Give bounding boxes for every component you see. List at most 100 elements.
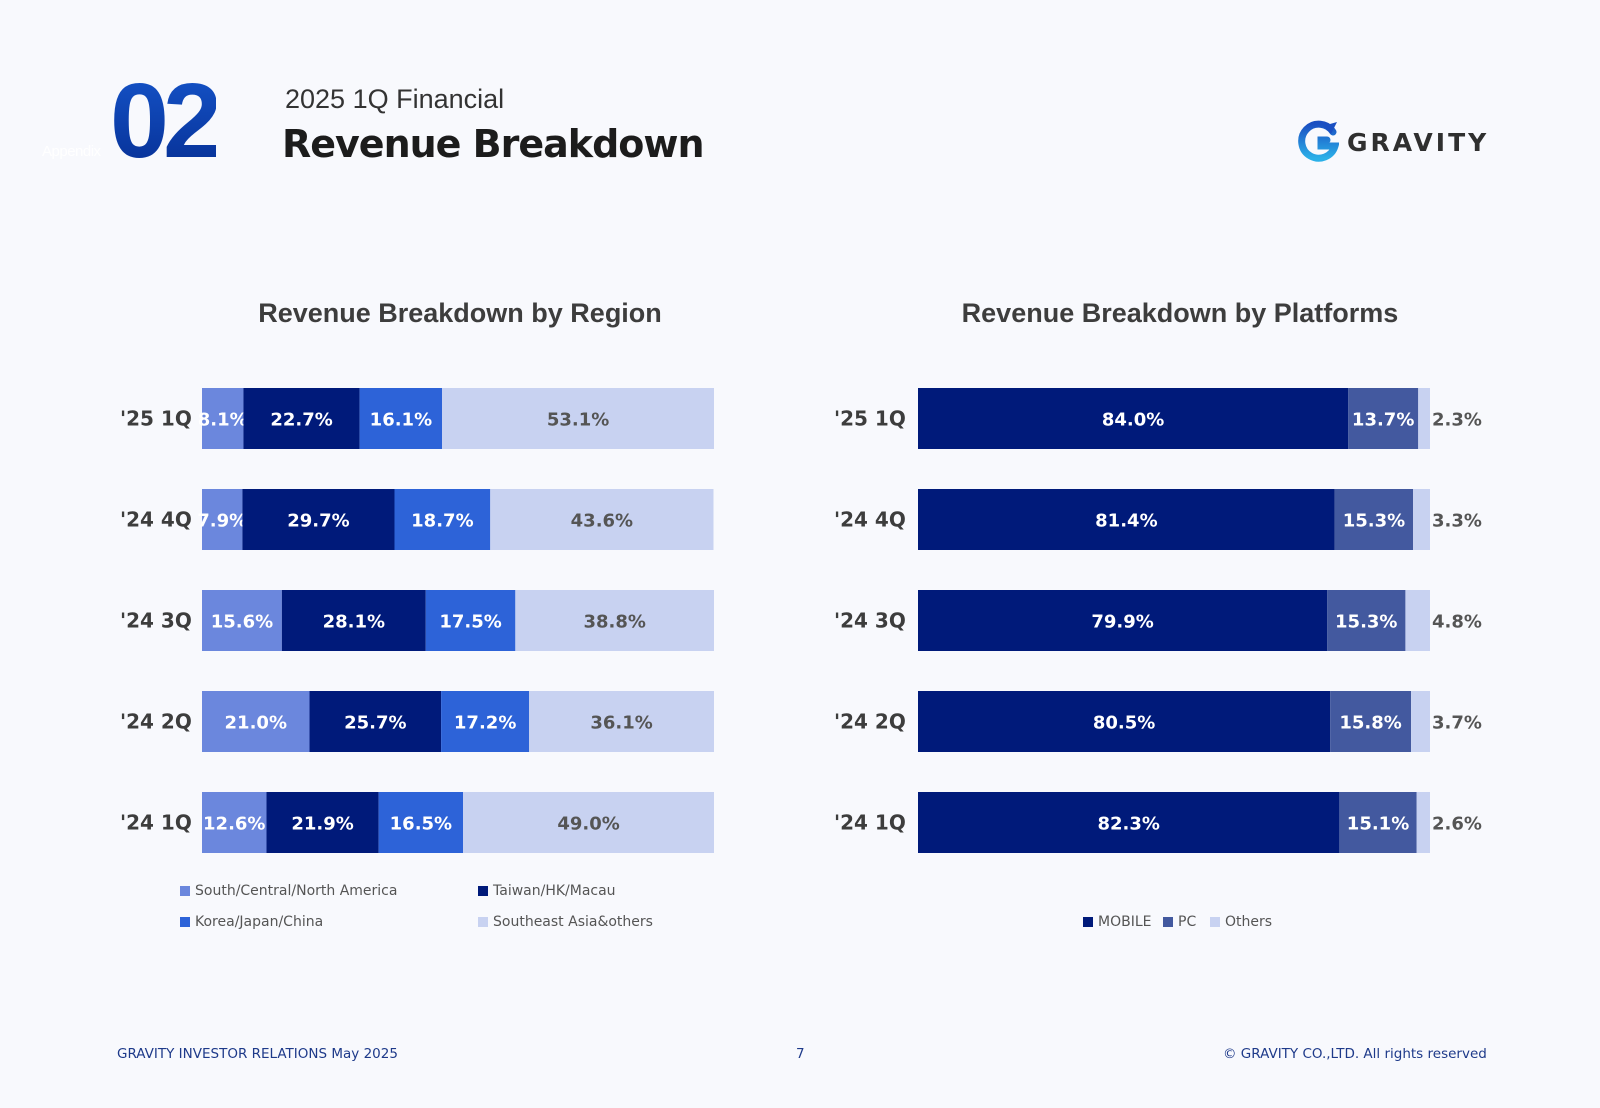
category-label: '24 3Q (834, 609, 906, 633)
data-label: 21.0% (225, 713, 287, 734)
legend-item: Taiwan/HK/Macau (478, 883, 616, 899)
category-label: '24 4Q (120, 508, 192, 532)
data-label: 7.9% (197, 511, 247, 532)
bar-segment (1413, 489, 1430, 550)
bar-segment (202, 388, 244, 449)
category-label: '24 2Q (834, 710, 906, 734)
category-label: '24 3Q (120, 609, 192, 633)
data-label: 36.1% (590, 713, 652, 734)
bar-segment (359, 388, 443, 449)
legend-item: Others (1210, 914, 1272, 930)
bar-segment (425, 590, 516, 651)
page-subtitle: 2025 1Q Financial (285, 84, 505, 114)
data-label: 4.8% (1432, 612, 1482, 633)
data-label: 16.1% (370, 410, 432, 431)
category-label: '24 1Q (120, 811, 192, 835)
data-label: 18.7% (411, 511, 473, 532)
platform-chart-title: Revenue Breakdown by Platforms (961, 298, 1399, 328)
bar-segment (1327, 590, 1406, 651)
bar-segment (515, 590, 714, 651)
appendix-label: Appendix (42, 143, 101, 160)
category-label: '24 1Q (834, 811, 906, 835)
data-label: 38.8% (583, 612, 645, 633)
data-label: 21.9% (291, 814, 353, 835)
bar-segment (281, 590, 426, 651)
data-label: 84.0% (1102, 410, 1164, 431)
bar-segment (441, 691, 530, 752)
bar-segment (1405, 590, 1430, 651)
bar-segment (918, 792, 1340, 853)
data-label: 81.4% (1095, 511, 1157, 532)
category-label: '24 4Q (834, 508, 906, 532)
data-label: 28.1% (323, 612, 385, 633)
legend-item: Korea/Japan/China (180, 914, 323, 930)
data-label: 3.7% (1432, 713, 1482, 734)
bar-segment (1334, 489, 1414, 550)
data-label: 49.0% (557, 814, 619, 835)
data-label: 43.6% (571, 511, 633, 532)
bar-segment (529, 691, 714, 752)
legend-label: Southeast Asia&others (493, 914, 653, 930)
data-label: 17.5% (439, 612, 501, 633)
legend-swatch (1163, 917, 1173, 927)
data-label: 13.7% (1352, 410, 1414, 431)
legend-label: MOBILE (1098, 914, 1152, 930)
bar-segment (202, 792, 267, 853)
footer-left: GRAVITY INVESTOR RELATIONS May 2025 (117, 1046, 398, 1062)
gravity-logo-icon (1298, 120, 1339, 162)
bar-segment (1339, 792, 1417, 853)
bar-segment (202, 489, 243, 550)
page-number: 7 (796, 1046, 805, 1062)
bar-segment (918, 388, 1349, 449)
data-label: 2.3% (1432, 410, 1482, 431)
bar-segment (242, 489, 395, 550)
legend-swatch (180, 886, 190, 896)
legend-item: South/Central/North America (180, 883, 397, 899)
bar-segment (918, 691, 1331, 752)
legend-label: South/Central/North America (195, 883, 398, 899)
data-label: 3.3% (1432, 511, 1482, 532)
bar-segment (490, 489, 714, 550)
bar-segment (202, 691, 310, 752)
data-label: 16.5% (390, 814, 452, 835)
region-chart-title: Revenue Breakdown by Region (258, 298, 662, 328)
bar-segment (442, 388, 714, 449)
legend-label: PC (1178, 914, 1197, 930)
data-label: 2.6% (1432, 814, 1482, 835)
category-label: '25 1Q (834, 407, 906, 431)
bar-segment (243, 388, 360, 449)
legend-swatch (478, 886, 488, 896)
data-label: 15.6% (211, 612, 273, 633)
bar-segment (1348, 388, 1419, 449)
category-label: '24 2Q (120, 710, 192, 734)
data-label: 80.5% (1093, 713, 1155, 734)
legend-item: Southeast Asia&others (478, 914, 653, 930)
data-label: 8.1% (198, 410, 248, 431)
data-label: 15.8% (1339, 713, 1401, 734)
bar-segment (918, 590, 1328, 651)
footer-copyright: © GRAVITY CO.,LTD. All rights reserved (1223, 1046, 1487, 1062)
bar-segment (1416, 792, 1430, 853)
bar-segment (309, 691, 442, 752)
data-label: 17.2% (454, 713, 516, 734)
data-label: 15.3% (1343, 511, 1405, 532)
bar-segment (463, 792, 714, 853)
data-label: 82.3% (1097, 814, 1159, 835)
data-label: 22.7% (270, 410, 332, 431)
data-label: 79.9% (1091, 612, 1153, 633)
data-label: 15.1% (1347, 814, 1409, 835)
section-number: 02 (110, 62, 222, 180)
bar-segment (266, 792, 379, 853)
legend-label: Others (1225, 914, 1273, 930)
legend-label: Taiwan/HK/Macau (493, 883, 616, 899)
data-label: 25.7% (344, 713, 406, 734)
gravity-logo: GRAVITY (1297, 120, 1489, 164)
bar-segment (394, 489, 491, 550)
data-label: 12.6% (203, 814, 265, 835)
data-label: 53.1% (547, 410, 609, 431)
legend-swatch (1083, 917, 1093, 927)
data-label: 15.3% (1335, 612, 1397, 633)
bar-segment (378, 792, 464, 853)
bar-segment (918, 489, 1335, 550)
